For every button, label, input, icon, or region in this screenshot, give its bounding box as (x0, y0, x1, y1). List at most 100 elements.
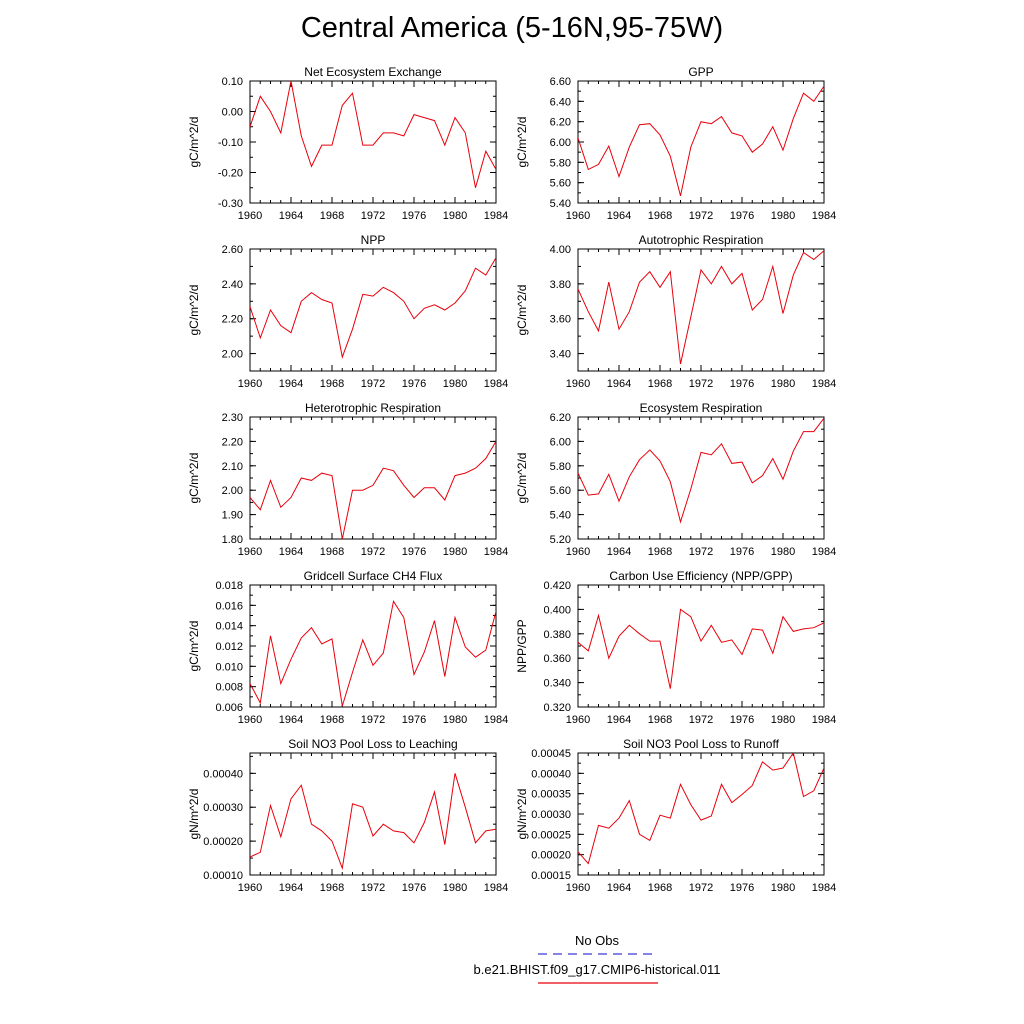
y-tick-label: 0.008 (215, 682, 243, 694)
panel-title: Heterotrophic Respiration (305, 401, 441, 415)
y-tick-label: 1.80 (222, 534, 243, 546)
x-tick-label: 1980 (443, 714, 467, 726)
x-tick-label: 1972 (361, 882, 385, 894)
y-tick-label: 0.00020 (203, 836, 243, 848)
x-tick-label: 1964 (279, 714, 303, 726)
y-axis-label: NPP/GPP (515, 619, 529, 672)
y-tick-label: -0.10 (218, 137, 243, 149)
y-tick-label: 0.00035 (531, 789, 571, 801)
series-line (578, 608, 824, 689)
legend-label-no-obs: No Obs (574, 933, 620, 948)
y-tick-label: 5.40 (550, 510, 571, 522)
x-tick-label: 1976 (402, 882, 426, 894)
y-tick-label: -0.30 (218, 198, 243, 210)
x-tick-label: 1968 (648, 714, 672, 726)
panel-5: Heterotrophic Respiration gC/m^2/d 1960 196… (187, 401, 508, 558)
y-tick-label: 6.00 (550, 137, 571, 149)
y-axis-label: gC/m^2/d (187, 621, 201, 672)
x-tick-label: 1960 (238, 378, 262, 390)
y-tick-label: 3.80 (550, 279, 571, 291)
x-tick-label: 1964 (607, 882, 631, 894)
panel-3: NPP gC/m^2/d 1960 1964 1968 1972 1976 1980 1984 2… (187, 233, 508, 390)
y-tick-label: 2.00 (222, 485, 243, 497)
legend-swatch-model (538, 982, 658, 984)
x-tick-label: 1968 (320, 378, 344, 390)
x-tick-label: 1968 (648, 378, 672, 390)
y-tick-label: 0.00020 (531, 850, 571, 862)
plot-frame (577, 416, 825, 540)
y-tick-label: 0.00040 (531, 768, 571, 780)
y-tick-label: 6.20 (550, 117, 571, 129)
y-tick-label: 5.20 (550, 534, 571, 546)
y-tick-label: 0.00030 (203, 802, 243, 814)
x-tick-label: 1984 (812, 378, 836, 390)
y-tick-label: 3.40 (550, 349, 571, 361)
x-tick-label: 1976 (402, 378, 426, 390)
y-tick-label: 0.340 (543, 678, 571, 690)
series-line (250, 441, 496, 539)
y-tick-label: 2.20 (222, 314, 243, 326)
plot-frame (249, 416, 497, 540)
y-tick-label: 6.60 (550, 76, 571, 88)
panel-9: Soil NO3 Pool Loss to Leaching gN/m^2/d 19… (187, 737, 508, 894)
x-tick-label: 1972 (689, 882, 713, 894)
y-tick-label: 6.20 (550, 412, 571, 424)
x-tick-label: 1964 (607, 378, 631, 390)
panel-10: Soil NO3 Pool Loss to Runoff gN/m^2/d 1960… (515, 737, 836, 894)
x-tick-label: 1968 (648, 882, 672, 894)
y-tick-label: 0.012 (215, 641, 243, 653)
x-tick-label: 1960 (566, 378, 590, 390)
series-line (578, 250, 824, 365)
x-tick-label: 1960 (238, 882, 262, 894)
x-tick-label: 1968 (320, 882, 344, 894)
y-tick-label: 0.00015 (531, 870, 571, 882)
plot-frame (249, 584, 497, 708)
panel-title: Net Ecosystem Exchange (304, 65, 442, 79)
plot-frame (577, 752, 825, 876)
x-tick-label: 1980 (771, 378, 795, 390)
panel-title: Soil NO3 Pool Loss to Runoff (623, 737, 780, 751)
legend-swatch-no-obs (538, 953, 658, 955)
y-tick-label: 2.30 (222, 412, 243, 424)
y-tick-label: 0.010 (215, 661, 243, 673)
y-tick-label: 0.00040 (203, 768, 243, 780)
x-tick-label: 1964 (607, 714, 631, 726)
y-tick-label: 0.00025 (531, 829, 571, 841)
x-tick-label: 1976 (402, 546, 426, 558)
x-tick-label: 1984 (484, 378, 508, 390)
x-tick-label: 1968 (320, 714, 344, 726)
y-tick-label: 0.00045 (531, 748, 571, 760)
y-tick-label: 3.60 (550, 314, 571, 326)
panel-4: Autotrophic Respiration gC/m^2/d 1960 1964 1… (515, 233, 836, 390)
x-tick-label: 1968 (648, 210, 672, 222)
x-tick-label: 1980 (771, 882, 795, 894)
panel-title: Carbon Use Efficiency (NPP/GPP) (609, 569, 792, 583)
series-line (250, 599, 496, 707)
y-tick-label: 0.400 (543, 604, 571, 616)
series-line (250, 773, 496, 871)
y-axis-label: gC/m^2/d (187, 117, 201, 168)
x-tick-label: 1980 (443, 378, 467, 390)
x-tick-label: 1976 (730, 546, 754, 558)
y-tick-label: 2.60 (222, 244, 243, 256)
series-line (250, 257, 496, 359)
x-tick-label: 1984 (812, 882, 836, 894)
y-tick-label: 2.00 (222, 349, 243, 361)
x-tick-label: 1964 (279, 378, 303, 390)
x-tick-label: 1984 (484, 882, 508, 894)
y-axis-label: gC/m^2/d (187, 285, 201, 336)
x-tick-label: 1964 (279, 882, 303, 894)
x-tick-label: 1972 (361, 378, 385, 390)
x-tick-label: 1968 (320, 210, 344, 222)
x-tick-label: 1960 (238, 210, 262, 222)
y-axis-label: gN/m^2/d (515, 789, 529, 840)
figure-title: Central America (5-16N,95-75W) (300, 12, 724, 44)
x-tick-label: 1976 (730, 882, 754, 894)
panel-title: Ecosystem Respiration (640, 401, 763, 415)
y-axis-label: gC/m^2/d (187, 453, 201, 504)
y-tick-label: 1.90 (222, 510, 243, 522)
x-tick-label: 1980 (771, 546, 795, 558)
x-tick-label: 1984 (484, 546, 508, 558)
x-tick-label: 1964 (607, 546, 631, 558)
y-tick-label: 4.00 (550, 244, 571, 256)
